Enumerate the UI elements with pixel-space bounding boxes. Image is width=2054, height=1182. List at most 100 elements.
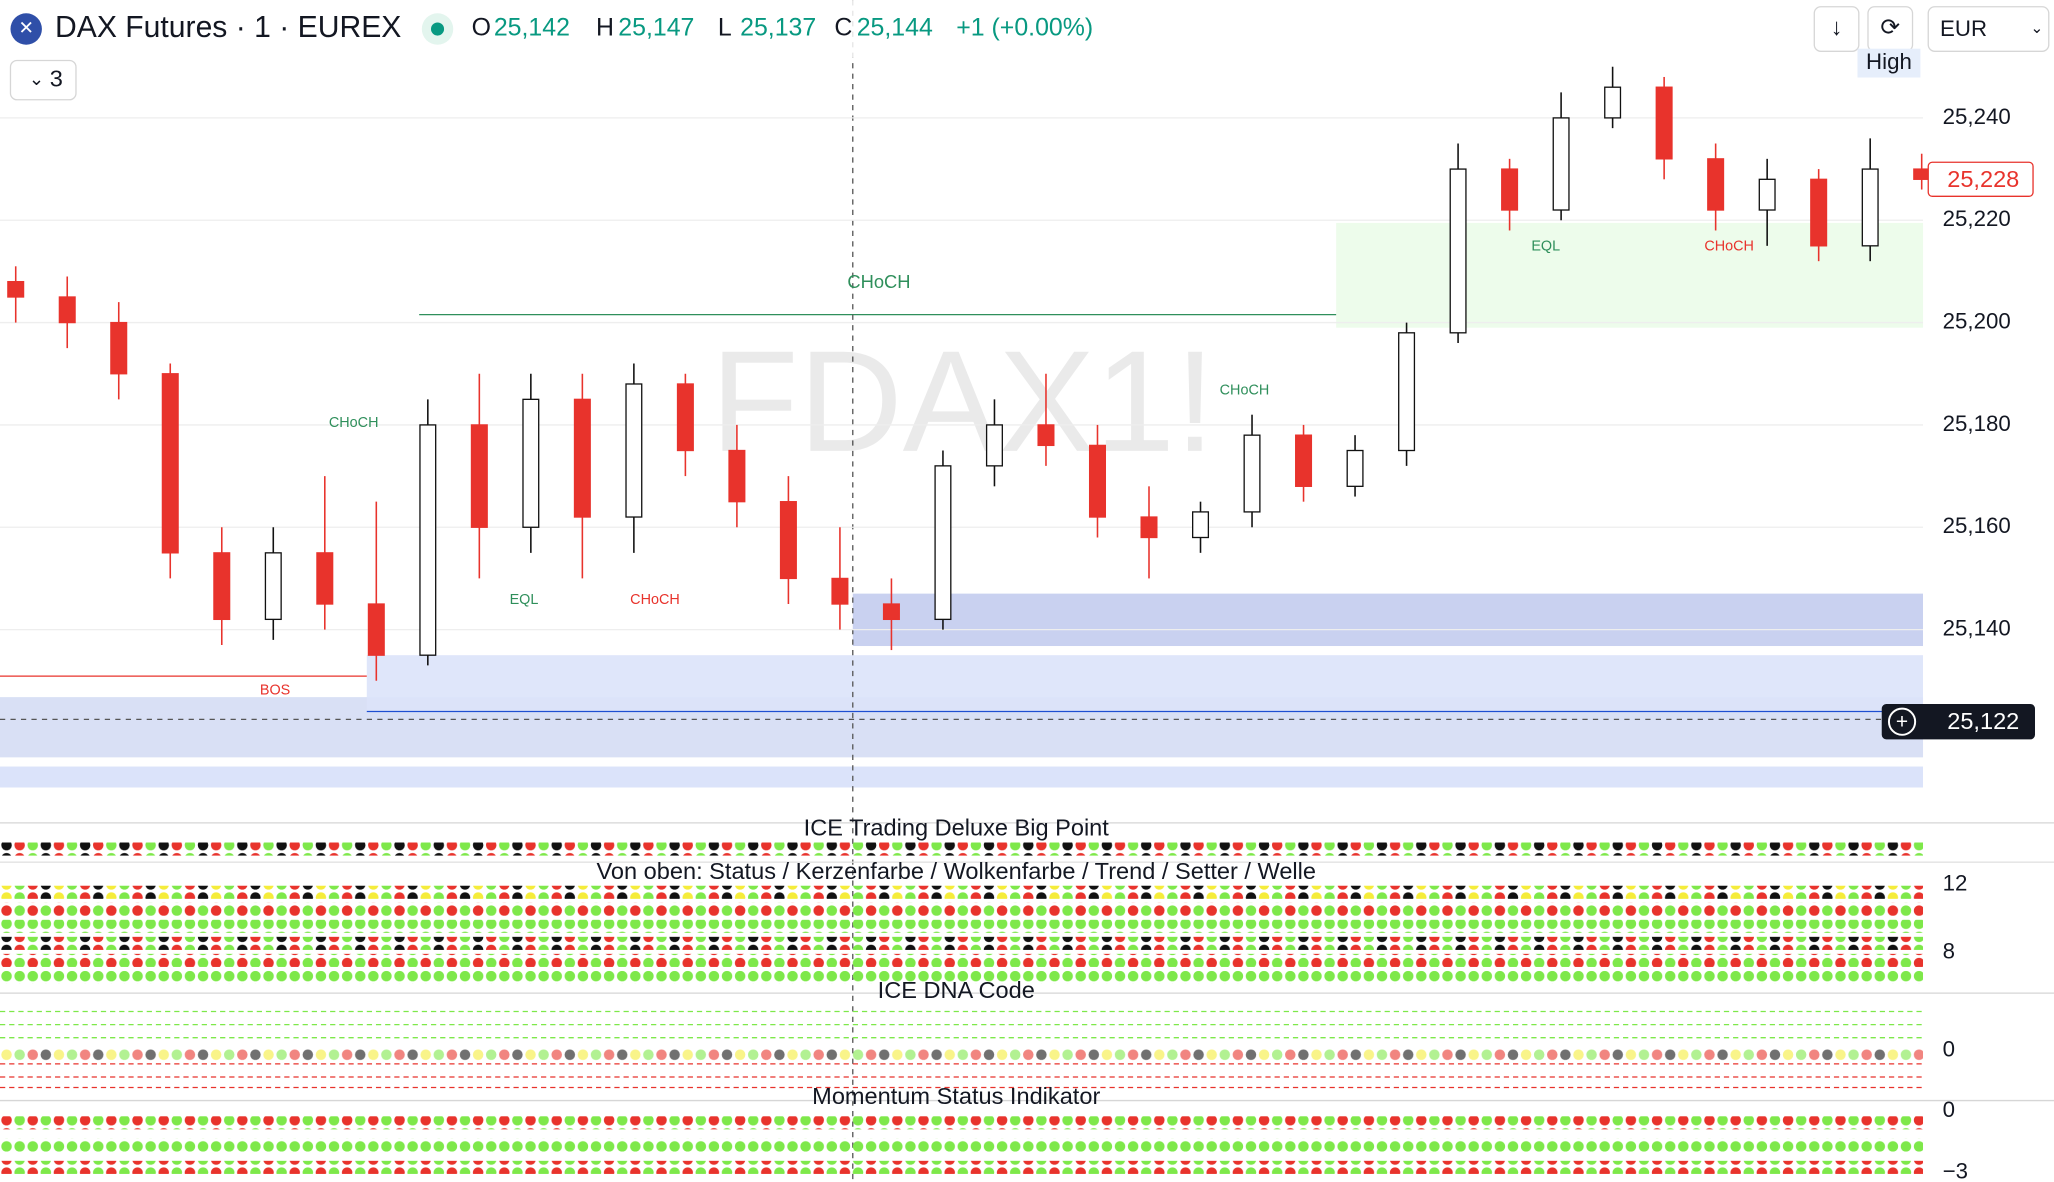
pane-title: ICE DNA Code — [878, 977, 1035, 1003]
pane-axis-label: 12 — [1943, 870, 1968, 895]
annotation: CHoCH — [847, 271, 910, 292]
quote-key: H — [596, 14, 614, 42]
price-tag-label: 25,122 — [1947, 708, 2019, 734]
candle-body — [419, 424, 437, 656]
candle-body — [1913, 168, 1931, 180]
candle-body — [1758, 178, 1776, 211]
annotation: BOS — [260, 682, 290, 698]
price-tag — [1881, 704, 2036, 740]
y-tick-label: 25,160 — [1943, 513, 2011, 538]
pane-axis-label: −3 — [1943, 1158, 1968, 1182]
candle-body — [1088, 444, 1107, 518]
candle-body — [882, 603, 900, 621]
candle-body — [1552, 117, 1570, 211]
y-tick-label: 25,180 — [1943, 411, 2011, 436]
candle-body — [110, 321, 128, 375]
candle-body — [1810, 178, 1828, 247]
candle-body — [676, 383, 694, 452]
currency-chevron: ⌄ — [2030, 20, 2043, 37]
indicator-row — [0, 1048, 1924, 1062]
pane-axis-label: 8 — [1943, 938, 1955, 963]
pane-title: Von oben: Status / Kerzenfarbe / Wolkenf… — [597, 858, 1317, 884]
candle-body — [1140, 516, 1158, 539]
candle-body — [7, 280, 25, 298]
candle-body — [985, 424, 1003, 467]
indicator-row — [0, 1138, 1924, 1152]
indicator-row — [0, 885, 1924, 899]
quote-value: 25,137 — [740, 14, 816, 42]
candle-body — [1707, 158, 1725, 211]
quote-key: L — [718, 14, 732, 42]
cloud — [1336, 222, 1924, 328]
candle-body — [573, 398, 591, 518]
pane-axis-label: 0 — [1943, 1037, 1955, 1062]
candle-body — [367, 603, 385, 656]
quote-value: 25,144 — [857, 14, 933, 42]
candle-body — [161, 373, 179, 554]
high-label-bg — [1857, 48, 1921, 78]
indicator-count: 3 — [50, 65, 63, 91]
currency: EUR — [1940, 16, 1987, 41]
quote-value: 25,142 — [494, 14, 570, 42]
annotation: CHoCH — [329, 415, 379, 431]
candle-body — [1037, 424, 1055, 447]
price-tag — [1927, 161, 2034, 197]
high-label: High — [1866, 49, 1912, 74]
watermark: FDAX1! — [711, 321, 1215, 482]
chevron: ⌄ — [29, 68, 44, 89]
candle-body — [470, 424, 488, 528]
zone — [0, 766, 1924, 788]
y-tick-label: 25,240 — [1943, 104, 2011, 129]
indicator-row — [0, 842, 1924, 856]
symbol-icon[interactable] — [10, 13, 42, 45]
indicator-row — [0, 902, 1924, 916]
annotation: EQL — [510, 592, 539, 608]
currency-button[interactable] — [1927, 6, 2050, 52]
candle-body — [934, 465, 952, 621]
indicator-row — [0, 1116, 1924, 1130]
candle-body — [213, 552, 231, 621]
indicator-row — [0, 970, 1924, 984]
candle-body — [522, 398, 540, 528]
candle-body — [1398, 332, 1416, 452]
candle-body — [831, 577, 849, 605]
indicator-row — [0, 919, 1924, 933]
candle-body — [625, 383, 643, 518]
crosshair-plus: + — [1896, 711, 1908, 734]
indicator-row — [0, 1160, 1924, 1174]
candle-body — [316, 552, 334, 605]
pane-axis-label: 0 — [1943, 1097, 1955, 1122]
price-tag-label: 25,228 — [1947, 166, 2019, 192]
crosshair-button — [1887, 707, 1917, 736]
y-tick-label: 25,220 — [1943, 206, 2011, 231]
symbol-icon-glyph: ✕ — [19, 17, 34, 38]
quote-key: O — [472, 14, 491, 42]
zone — [852, 593, 1924, 647]
y-tick-label: 25,140 — [1943, 615, 2011, 640]
quote-key: C — [834, 14, 852, 42]
annotation: CHoCH — [1220, 382, 1270, 398]
scroll-icon: ↓ — [1831, 14, 1843, 40]
change: +1 (+0.00%) — [956, 14, 1093, 42]
annotation: EQL — [1531, 238, 1560, 254]
candle-body — [1655, 86, 1673, 160]
y-tick-label: 25,200 — [1943, 308, 2011, 333]
indicator-row — [0, 953, 1924, 967]
reset-icon: ⟳ — [1880, 14, 1900, 40]
pane-title: ICE Trading Deluxe Big Point — [804, 815, 1110, 841]
header-bg — [0, 0, 1179, 58]
scroll-button[interactable] — [1813, 6, 1860, 52]
candle-body — [264, 552, 282, 621]
candle-body — [728, 449, 746, 503]
candle-body — [1449, 168, 1467, 334]
candle-body — [779, 501, 797, 580]
candle-body — [1346, 449, 1364, 487]
candle-body — [1295, 434, 1313, 487]
symbol-title[interactable]: DAX Futures · 1 · EUREX — [55, 11, 401, 44]
quote-value: 25,147 — [618, 14, 694, 42]
candle-body — [1243, 434, 1261, 513]
annotation: CHoCH — [630, 592, 680, 608]
indicator-toggle[interactable] — [9, 59, 77, 101]
